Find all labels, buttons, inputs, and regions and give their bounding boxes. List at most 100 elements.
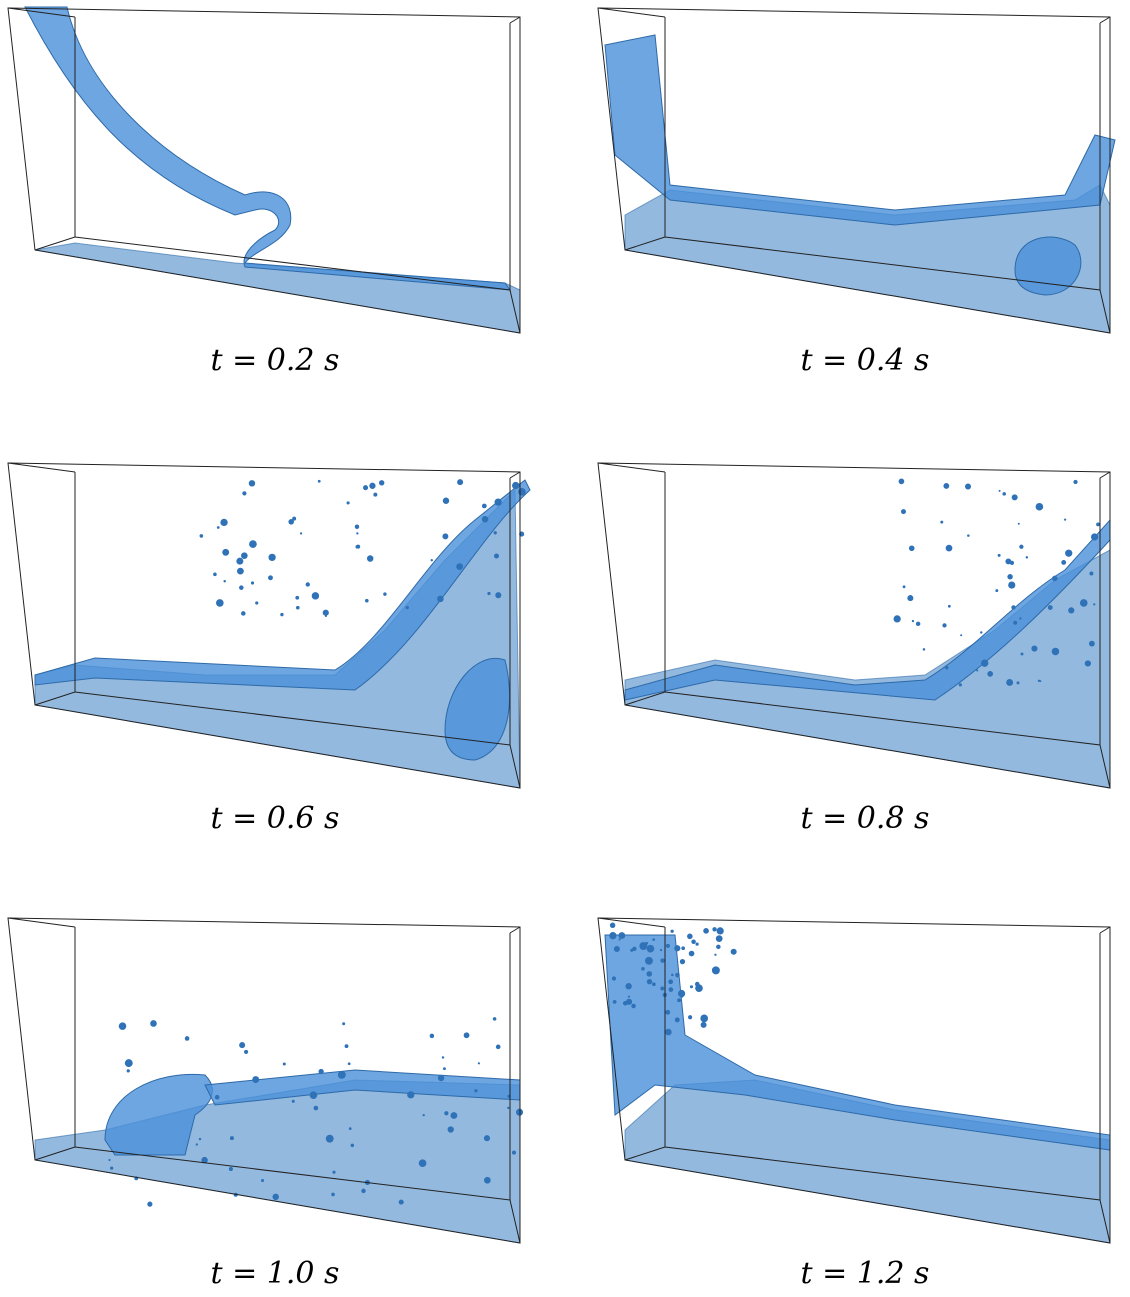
droplet	[1080, 599, 1088, 607]
droplet	[518, 488, 526, 496]
droplet	[495, 592, 501, 598]
droplet	[903, 585, 906, 588]
droplet	[945, 666, 948, 669]
droplet	[907, 595, 913, 601]
droplet	[356, 545, 360, 549]
droplet	[326, 1135, 334, 1143]
droplet	[437, 596, 444, 603]
droplet	[442, 1056, 444, 1058]
droplet	[300, 532, 302, 534]
panel	[598, 8, 1115, 333]
droplet	[660, 987, 664, 991]
droplet	[943, 483, 949, 489]
droplet	[912, 620, 914, 622]
droplet	[987, 671, 993, 677]
droplet	[242, 491, 246, 495]
droplet	[666, 944, 670, 948]
droplet	[448, 1126, 454, 1132]
droplet	[241, 552, 248, 559]
droplet	[367, 555, 373, 561]
caption: t = 1.2 s	[801, 1256, 930, 1291]
droplet	[444, 1111, 448, 1115]
droplet	[423, 1114, 425, 1116]
droplet	[217, 526, 220, 529]
droplet	[345, 1044, 349, 1048]
droplet	[700, 1015, 708, 1023]
droplet	[332, 1171, 335, 1174]
droplet	[618, 932, 625, 939]
droplet	[355, 525, 359, 529]
droplet	[1096, 522, 1100, 526]
droplet	[419, 1159, 427, 1167]
droplet	[482, 516, 489, 523]
droplet	[484, 1135, 490, 1141]
droplet	[288, 519, 294, 525]
droplet	[681, 946, 685, 950]
droplet	[310, 1091, 318, 1099]
water-sheet	[605, 35, 1115, 225]
droplet	[1073, 480, 1077, 484]
droplet	[999, 490, 1001, 492]
droplet	[688, 1015, 692, 1019]
droplet	[342, 1022, 345, 1025]
droplet	[369, 483, 375, 489]
droplet	[125, 1059, 133, 1067]
droplet	[1013, 621, 1017, 625]
droplet	[894, 615, 901, 622]
droplet	[361, 1189, 365, 1193]
droplet	[348, 1062, 351, 1065]
droplet	[909, 545, 915, 551]
droplet	[646, 971, 652, 977]
droplet	[280, 613, 283, 616]
droplet	[482, 504, 487, 509]
droplet	[717, 927, 724, 934]
droplet	[976, 669, 978, 671]
figure: t = 0.2 st = 0.4 st = 0.6 st = 0.8 st = …	[0, 0, 1130, 1297]
droplet	[967, 534, 970, 537]
droplet	[680, 959, 685, 964]
droplet	[487, 592, 490, 595]
droplet	[652, 938, 655, 941]
droplet	[241, 611, 246, 616]
droplet	[1068, 607, 1074, 613]
droplet	[268, 554, 275, 561]
droplet	[1006, 679, 1013, 686]
droplet	[150, 1020, 157, 1027]
droplet	[249, 540, 257, 548]
droplet	[507, 1107, 509, 1109]
droplet	[631, 1004, 636, 1009]
droplet	[609, 932, 616, 939]
droplet	[960, 634, 962, 636]
droplet	[236, 558, 243, 565]
droplet	[365, 599, 369, 603]
caption: t = 0.4 s	[801, 343, 930, 378]
droplet	[478, 1062, 480, 1064]
droplet	[438, 1075, 444, 1081]
droplet	[1089, 641, 1095, 647]
droplet	[456, 563, 463, 570]
droplet	[222, 549, 229, 556]
droplet	[351, 1144, 354, 1147]
droplet	[712, 927, 716, 931]
droplet	[1052, 576, 1057, 581]
droplet	[619, 938, 621, 940]
droplet	[612, 976, 616, 980]
droplet	[1018, 523, 1020, 525]
droplet	[1012, 494, 1018, 500]
droplet	[363, 485, 368, 490]
droplet	[244, 1050, 248, 1054]
droplet	[1016, 681, 1019, 684]
droplet	[940, 521, 943, 524]
droplet	[457, 479, 463, 485]
droplet	[237, 568, 244, 575]
droplet	[200, 534, 204, 538]
droplet	[1089, 572, 1093, 576]
droplet	[1019, 545, 1023, 549]
droplet	[716, 935, 723, 942]
droplet	[119, 1022, 127, 1030]
droplet	[252, 1076, 259, 1083]
droplet	[614, 946, 620, 952]
droplet	[1091, 533, 1098, 540]
caption: t = 1.0 s	[211, 1256, 340, 1291]
droplet	[314, 1106, 319, 1111]
